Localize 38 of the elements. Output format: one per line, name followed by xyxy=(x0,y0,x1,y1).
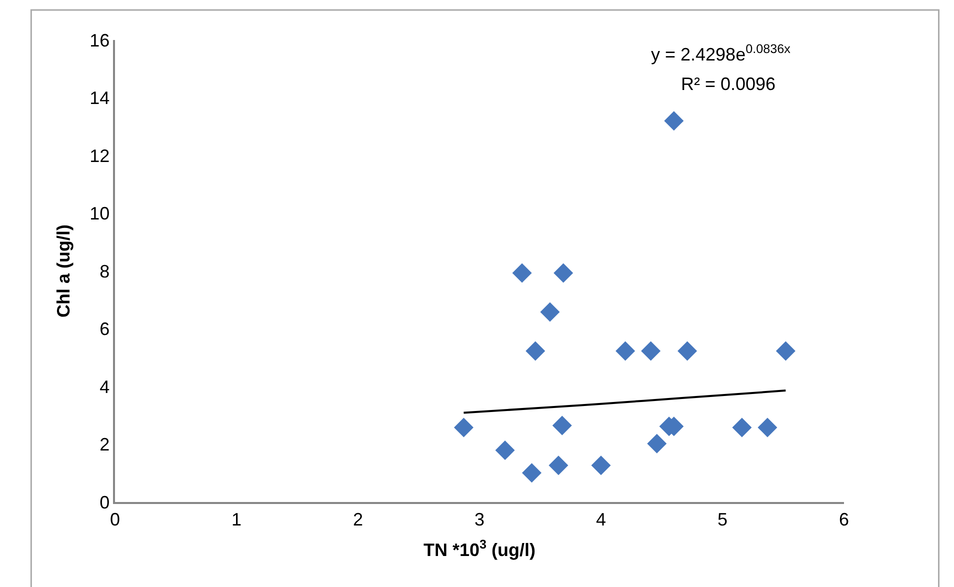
point xyxy=(647,434,667,454)
y-tick-label: 10 xyxy=(90,204,110,224)
point xyxy=(732,418,752,438)
point xyxy=(591,456,611,476)
point xyxy=(554,263,574,283)
point xyxy=(454,418,474,438)
x-axis-title: TN *10$^{3}$ (ug/l) xyxy=(423,537,536,560)
point xyxy=(526,341,546,361)
point xyxy=(664,111,684,131)
annotation: y = 2.4298e$^{0.0836x}$ xyxy=(651,42,792,65)
line-series xyxy=(462,390,787,414)
point xyxy=(776,341,796,361)
point xyxy=(641,341,661,361)
y-tick-label: 14 xyxy=(90,88,110,108)
y-tick-label: 0 xyxy=(100,492,110,512)
point xyxy=(678,341,698,361)
point xyxy=(495,440,515,460)
x-tick-label: 5 xyxy=(717,509,728,530)
x-tick-label: 4 xyxy=(596,509,606,530)
point xyxy=(548,456,568,476)
y-tick-label: 6 xyxy=(100,319,110,340)
y-tick-label: 12 xyxy=(90,146,110,166)
x-tick-label: 3 xyxy=(474,509,485,530)
point xyxy=(522,463,542,483)
point xyxy=(758,418,778,438)
y-tick-label: 16 xyxy=(90,30,110,50)
x-tick-label: 6 xyxy=(838,509,850,530)
point xyxy=(540,302,560,322)
x-tick-label: 2 xyxy=(352,509,364,530)
point xyxy=(616,341,636,361)
y-tick-label: 4 xyxy=(100,376,110,397)
point xyxy=(512,263,532,283)
y-tick-label: 8 xyxy=(100,261,110,282)
annotation: R² = 0.0096 xyxy=(681,74,776,94)
x-tick-label: 1 xyxy=(231,509,242,530)
y-tick-label: 2 xyxy=(100,434,110,455)
point xyxy=(552,416,572,436)
y-axis-title: Chl a (ug/l) xyxy=(53,224,74,318)
